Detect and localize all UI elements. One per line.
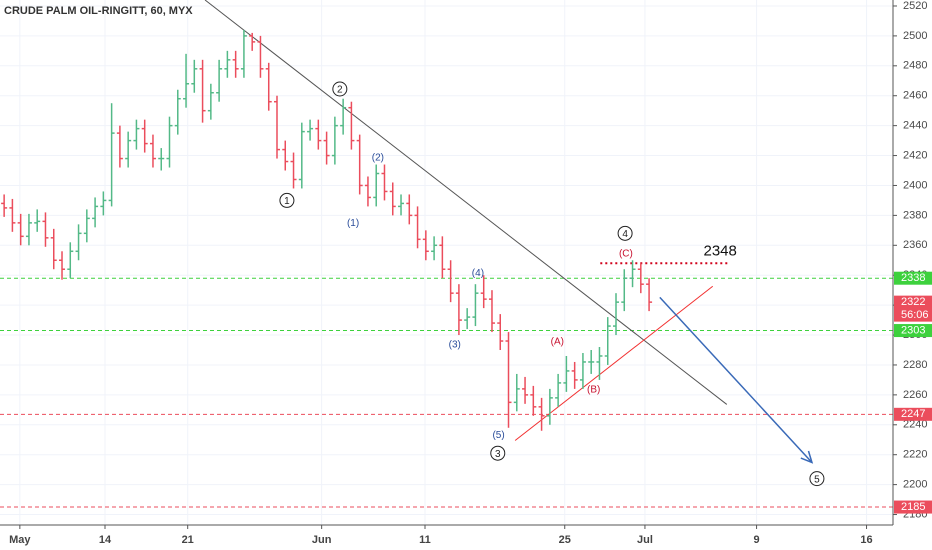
wave-label: (1) — [347, 218, 359, 229]
x-tick-label: 25 — [559, 534, 571, 546]
wave-circle — [617, 225, 633, 241]
wave-label: (5) — [492, 430, 504, 441]
y-tick-label: 2500 — [903, 30, 927, 42]
y-tick-label: 2380 — [903, 209, 927, 221]
price-tag-label: 2322 — [901, 296, 925, 308]
y-tick-label: 2240 — [903, 419, 927, 431]
trend-line — [204, 0, 728, 405]
x-tick-label: 16 — [860, 534, 872, 546]
forecast-arrow — [659, 296, 813, 463]
y-tick-label: 2460 — [903, 90, 927, 102]
y-tick-label: 2520 — [903, 0, 927, 12]
wave-label: (2) — [372, 153, 384, 164]
y-tick-label: 2420 — [903, 149, 927, 161]
y-tick-label: 2200 — [903, 479, 927, 491]
y-tick-label: 2280 — [903, 359, 927, 371]
wave-label: 3 — [495, 449, 501, 460]
trend-line — [514, 285, 714, 441]
axes: 2180220022202240226022802300232023402360… — [9, 0, 932, 546]
plot: 2348 1 2 3 4 5 (1) (2) (3) (4) (5) (A) (B) (C) — [0, 0, 893, 508]
wave-label: (A) — [551, 337, 564, 348]
x-tick-label: Jun — [312, 534, 332, 546]
price-tag-label: 2247 — [901, 408, 925, 420]
wave-circle — [279, 192, 295, 208]
chart-title: CRUDE PALM OIL-RINGITT, 60, MYX — [4, 5, 193, 17]
wave-circle — [809, 471, 825, 487]
x-tick-label: 14 — [99, 534, 112, 546]
countdown-label: 56:06 — [901, 309, 929, 321]
price-tag — [894, 324, 932, 338]
x-tick-label: Jul — [637, 534, 653, 546]
y-tick-label: 2220 — [903, 449, 927, 461]
wave-label: 5 — [814, 474, 820, 485]
wave-label: (B) — [587, 385, 600, 396]
x-tick-label: 21 — [182, 534, 194, 546]
x-tick-label: May — [9, 534, 31, 546]
price-tag-label: 2185 — [901, 501, 925, 513]
grid — [0, 0, 893, 525]
wave-label: (C) — [619, 248, 633, 259]
y-tick-label: 2360 — [903, 239, 927, 251]
wave-label: 2 — [337, 85, 343, 96]
wave-label: 4 — [622, 229, 628, 240]
y-tick-label: 2480 — [903, 60, 927, 72]
wave-label: 1 — [284, 196, 290, 207]
price-tag — [894, 500, 932, 514]
price-tag — [894, 271, 932, 285]
wave-circle — [490, 445, 506, 461]
arrow-head — [800, 450, 814, 464]
wave-label: (3) — [449, 340, 461, 351]
y-tick-label: 2260 — [903, 389, 927, 401]
y-tick-label: 2440 — [903, 120, 927, 132]
wave-label: (4) — [472, 268, 484, 279]
y-tick-label: 2400 — [903, 179, 927, 191]
price-tag-label: 2338 — [901, 272, 925, 284]
target-label: 2348 — [704, 242, 737, 259]
price-tag — [894, 295, 932, 322]
x-tick-label: 9 — [754, 534, 760, 546]
price-tag-label: 2303 — [901, 324, 925, 336]
wave-circle — [332, 81, 348, 97]
x-tick-label: 11 — [419, 534, 431, 546]
price-tag — [894, 407, 932, 421]
